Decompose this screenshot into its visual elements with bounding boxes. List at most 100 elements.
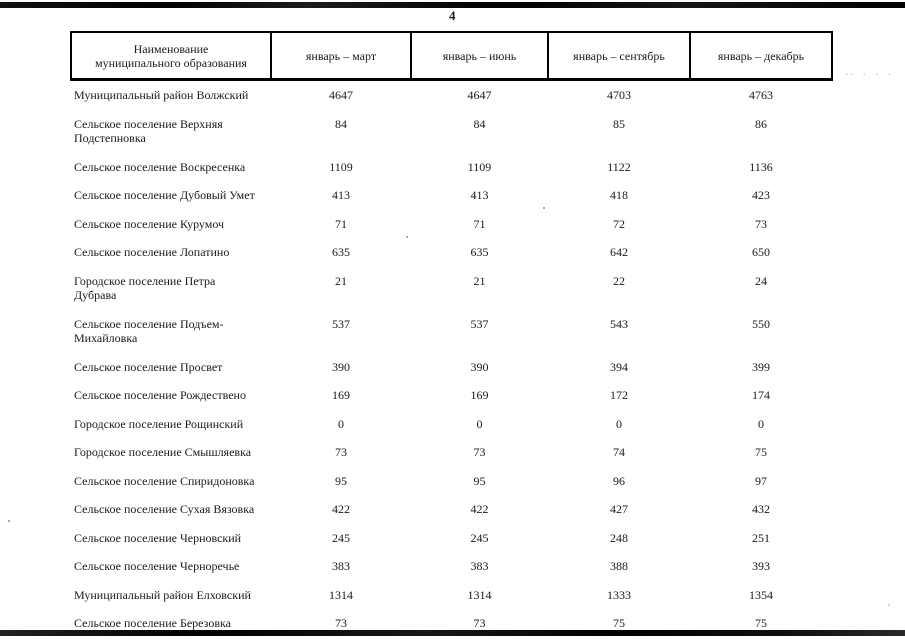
- value-cell: 71: [335, 216, 347, 231]
- table-row: Сельское поселение Черновский 245 245 248 25…: [71, 524, 832, 553]
- value-cell: 383: [470, 559, 489, 573]
- municipality-name: Сельское поселение Дубовый Умет: [74, 188, 255, 202]
- scan-artifact: [406, 236, 408, 238]
- value-cell: 1109: [329, 159, 353, 174]
- table-row: Муниципальный район Елховский 1314 1314 133…: [71, 581, 832, 610]
- table-row: Сельское поселение Березовка 73 73 75 75: [71, 609, 832, 638]
- value-cell: 537: [470, 316, 489, 331]
- value-cell: 85: [613, 116, 625, 131]
- value-cell: 84: [335, 116, 347, 131]
- value-cell: 21: [335, 273, 347, 288]
- municipality-name: Сельское поселение Спиридоновка: [74, 473, 255, 488]
- value-cell: 413: [332, 188, 350, 202]
- value-cell: 169: [332, 388, 350, 402]
- value-cell: 394: [610, 359, 628, 374]
- table-row: Сельское поселение Лопатино 635 635 642 650: [71, 238, 832, 267]
- value-cell: 73: [755, 216, 767, 231]
- value-cell: 21: [473, 273, 486, 288]
- scan-artifact: ': [888, 602, 892, 614]
- municipality-name: Муниципальный район Волжский: [74, 88, 249, 102]
- value-cell: 169: [470, 388, 489, 402]
- value-cell: 422: [332, 502, 350, 516]
- value-cell: 74: [613, 445, 625, 459]
- value-cell: 635: [332, 245, 350, 259]
- value-cell: 75: [613, 616, 625, 630]
- table-row: Сельское поселение Дубовый Умет 413 413 418…: [71, 181, 832, 210]
- value-cell: 72: [613, 216, 625, 231]
- value-cell: 73: [473, 445, 486, 459]
- col-header-jan-dec: январь – декабрь: [689, 31, 833, 81]
- value-cell: 0: [616, 416, 622, 431]
- table-row: Сельское поселение Воскресенка 1109 1109 11…: [71, 153, 832, 182]
- table-row: Сельское поселение Спиридоновка 95 95 96 97: [71, 467, 832, 496]
- table-row: Городское поселение Рощинский 0 0 0 0: [71, 410, 832, 439]
- col-header-jan-jun: январь – июнь: [410, 31, 549, 81]
- value-cell: 84: [473, 116, 486, 131]
- value-cell: 0: [476, 416, 483, 431]
- municipality-name: Сельское поселение Подъем-Михайловка: [74, 316, 224, 346]
- value-cell: 550: [752, 316, 770, 331]
- municipality-name: Городское поселение Петра Дубрава: [74, 273, 216, 303]
- value-cell: 642: [610, 245, 628, 259]
- municipality-name: Сельское поселение Черновский: [74, 530, 242, 545]
- scan-artifact: [8, 520, 10, 522]
- municipality-name: Сельское поселение Рождествено: [74, 388, 246, 402]
- value-cell: 383: [332, 559, 350, 573]
- value-cell: 75: [755, 445, 767, 459]
- value-cell: 22: [613, 273, 625, 288]
- value-cell: 95: [473, 473, 486, 488]
- value-cell: 1109: [467, 159, 492, 174]
- value-cell: 393: [752, 559, 770, 573]
- value-cell: 1136: [749, 159, 773, 174]
- value-cell: 251: [752, 530, 770, 545]
- value-cell: 4763: [749, 88, 773, 102]
- table-header-row: Наименование муниципального образования …: [70, 31, 833, 81]
- municipality-name: Сельское поселение Березовка: [74, 616, 231, 630]
- page-number: 4: [449, 8, 456, 23]
- municipality-name: Сельское поселение Курумоч: [74, 216, 225, 231]
- municipality-name: Городское поселение Смышляевка: [74, 445, 252, 459]
- value-cell: 427: [610, 502, 628, 516]
- table-header: Наименование муниципального образования …: [70, 31, 833, 81]
- municipality-name: Сельское поселение Воскресенка: [74, 159, 246, 174]
- table-body: Муниципальный район Волжский 4647 4647 4703…: [71, 80, 832, 638]
- value-cell: 86: [755, 116, 767, 131]
- table-row: Сельское поселение Черноречье 383 383 388 39…: [71, 552, 832, 581]
- value-cell: 1354: [749, 587, 773, 602]
- value-cell: 399: [752, 359, 770, 374]
- value-cell: 390: [332, 359, 350, 374]
- municipality-name: Сельское поселение Просвет: [74, 359, 223, 374]
- value-cell: 4647: [467, 88, 492, 102]
- value-cell: 0: [758, 416, 764, 431]
- value-cell: 537: [332, 316, 350, 331]
- value-cell: 95: [335, 473, 347, 488]
- value-cell: 650: [752, 245, 770, 259]
- value-cell: 423: [752, 188, 770, 202]
- value-cell: 1314: [467, 587, 492, 602]
- value-cell: 413: [470, 188, 489, 202]
- value-cell: 71: [473, 216, 486, 231]
- scan-artifact: .. . . .: [846, 67, 893, 77]
- municipality-name: Сельское поселение Сухая Вязовка: [74, 502, 255, 516]
- col-header-municipality: Наименование муниципального образования: [70, 31, 272, 81]
- col-header-jan-mar: январь – март: [270, 31, 412, 81]
- table-row: Городское поселение Петра Дубрава 21 21 22 2…: [71, 267, 832, 310]
- top-scan-rule: [0, 2, 905, 8]
- municipality-name: Муниципальный район Елховский: [74, 587, 251, 602]
- value-cell: 24: [755, 273, 767, 288]
- value-cell: 97: [755, 473, 767, 488]
- value-cell: 174: [752, 388, 770, 402]
- value-cell: 390: [470, 359, 489, 374]
- scan-artifact: [543, 207, 545, 209]
- municipality-name: Сельское поселение Верхняя Подстепновка: [74, 116, 223, 146]
- municipality-name: Городское поселение Рощинский: [74, 416, 244, 431]
- bottom-scan-rule: [0, 630, 905, 636]
- municipality-name: Сельское поселение Черноречье: [74, 559, 240, 573]
- value-cell: 4703: [607, 88, 631, 102]
- table-row: Городское поселение Смышляевка 73 73 74 75: [71, 438, 832, 467]
- value-cell: 245: [470, 530, 489, 545]
- value-cell: 543: [610, 316, 628, 331]
- value-cell: 73: [473, 616, 486, 630]
- value-cell: 248: [610, 530, 628, 545]
